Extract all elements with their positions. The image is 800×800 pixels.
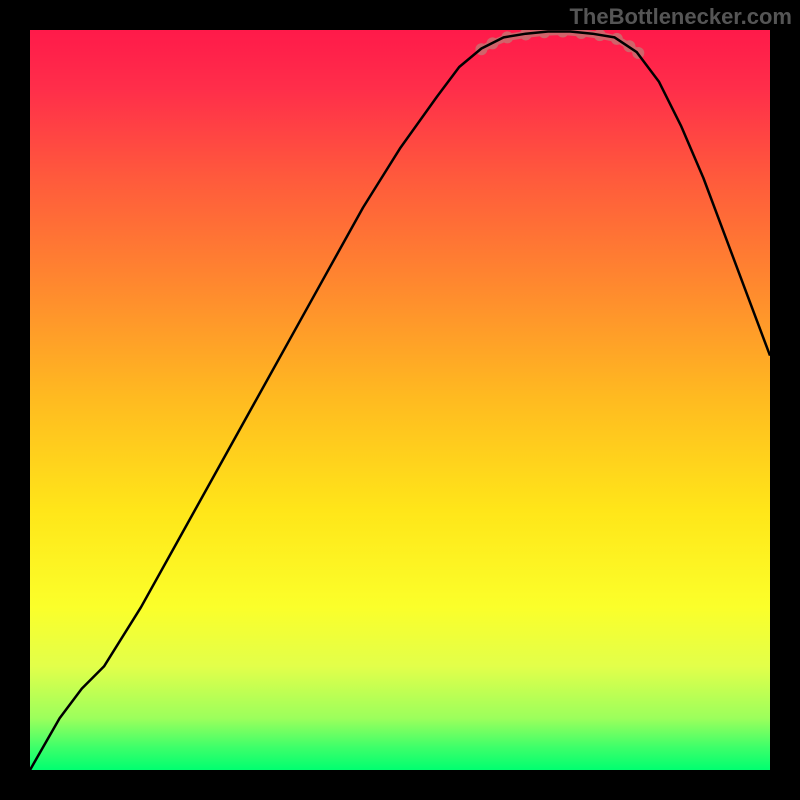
- chart-area: [30, 30, 770, 770]
- curve-layer: [30, 30, 770, 770]
- watermark-text: TheBottlenecker.com: [569, 4, 792, 30]
- bottleneck-curve: [30, 31, 770, 770]
- markers-group: [475, 30, 644, 59]
